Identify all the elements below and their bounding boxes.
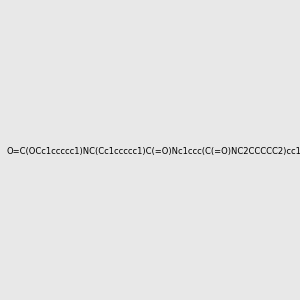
Text: O=C(OCc1ccccc1)NC(Cc1ccccc1)C(=O)Nc1ccc(C(=O)NC2CCCCC2)cc1: O=C(OCc1ccccc1)NC(Cc1ccccc1)C(=O)Nc1ccc(… [6, 147, 300, 156]
